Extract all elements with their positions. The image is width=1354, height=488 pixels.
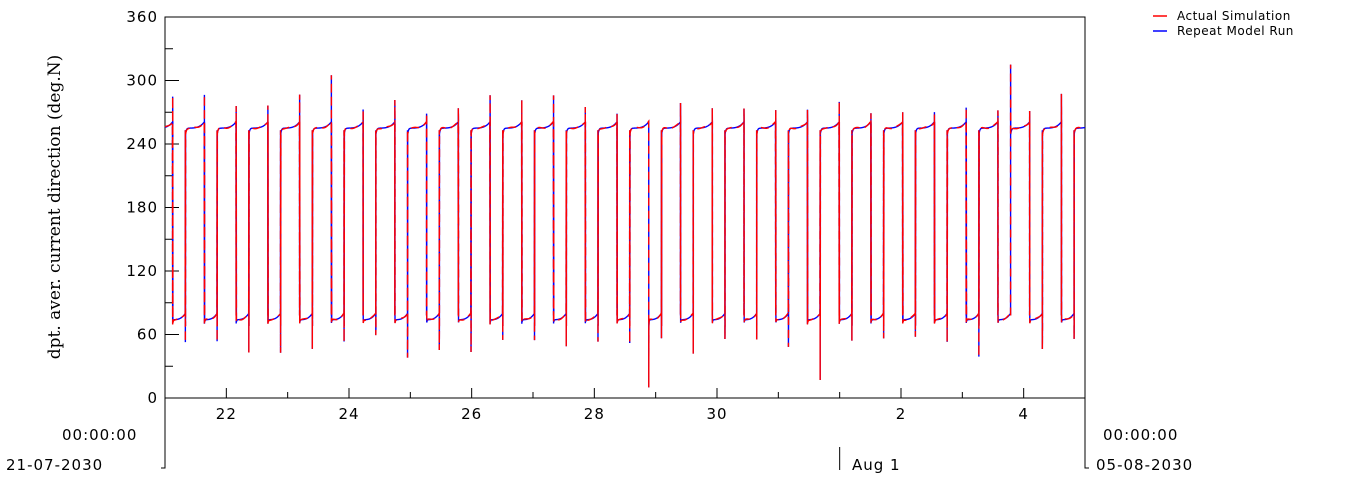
y-tick-label: 120 [126, 262, 158, 280]
legend-label-actual: Actual Simulation [1177, 9, 1291, 23]
x-end-bracket [1084, 398, 1089, 469]
x-start-date: 21-07-2030 [6, 456, 103, 474]
y-tick-label: 180 [126, 199, 158, 217]
x-end-date: 05-08-2030 [1096, 456, 1193, 474]
x-start-bracket [161, 398, 166, 469]
x-tick-label: 2 [896, 405, 907, 423]
x-end-time: 00:00:00 [1103, 426, 1178, 444]
x-tick-label: 30 [706, 405, 727, 423]
x-tick-label: 4 [1018, 405, 1029, 423]
y-tick-label: 240 [126, 135, 158, 153]
y-tick-label: 300 [126, 72, 158, 90]
x-tick-label: 26 [461, 405, 482, 423]
series-layer [164, 64, 1086, 388]
x-tick-label: 28 [584, 405, 605, 423]
series-line-actual-simulation [164, 64, 1086, 388]
x-tick-label: 22 [216, 405, 237, 423]
x-start-time: 00:00:00 [62, 426, 137, 444]
y-tick-label: 360 [126, 8, 158, 26]
month-marker-label: Aug 1 [852, 456, 901, 474]
x-tick-label: 24 [338, 405, 359, 423]
y-tick-label: 0 [147, 389, 158, 407]
y-axis-label: dpt. aver. current direction (deg.N) [45, 55, 65, 360]
y-tick-label: 60 [137, 326, 158, 344]
legend: Actual Simulation Repeat Model Run [1153, 9, 1294, 38]
legend-label-repeat: Repeat Model Run [1177, 24, 1294, 38]
